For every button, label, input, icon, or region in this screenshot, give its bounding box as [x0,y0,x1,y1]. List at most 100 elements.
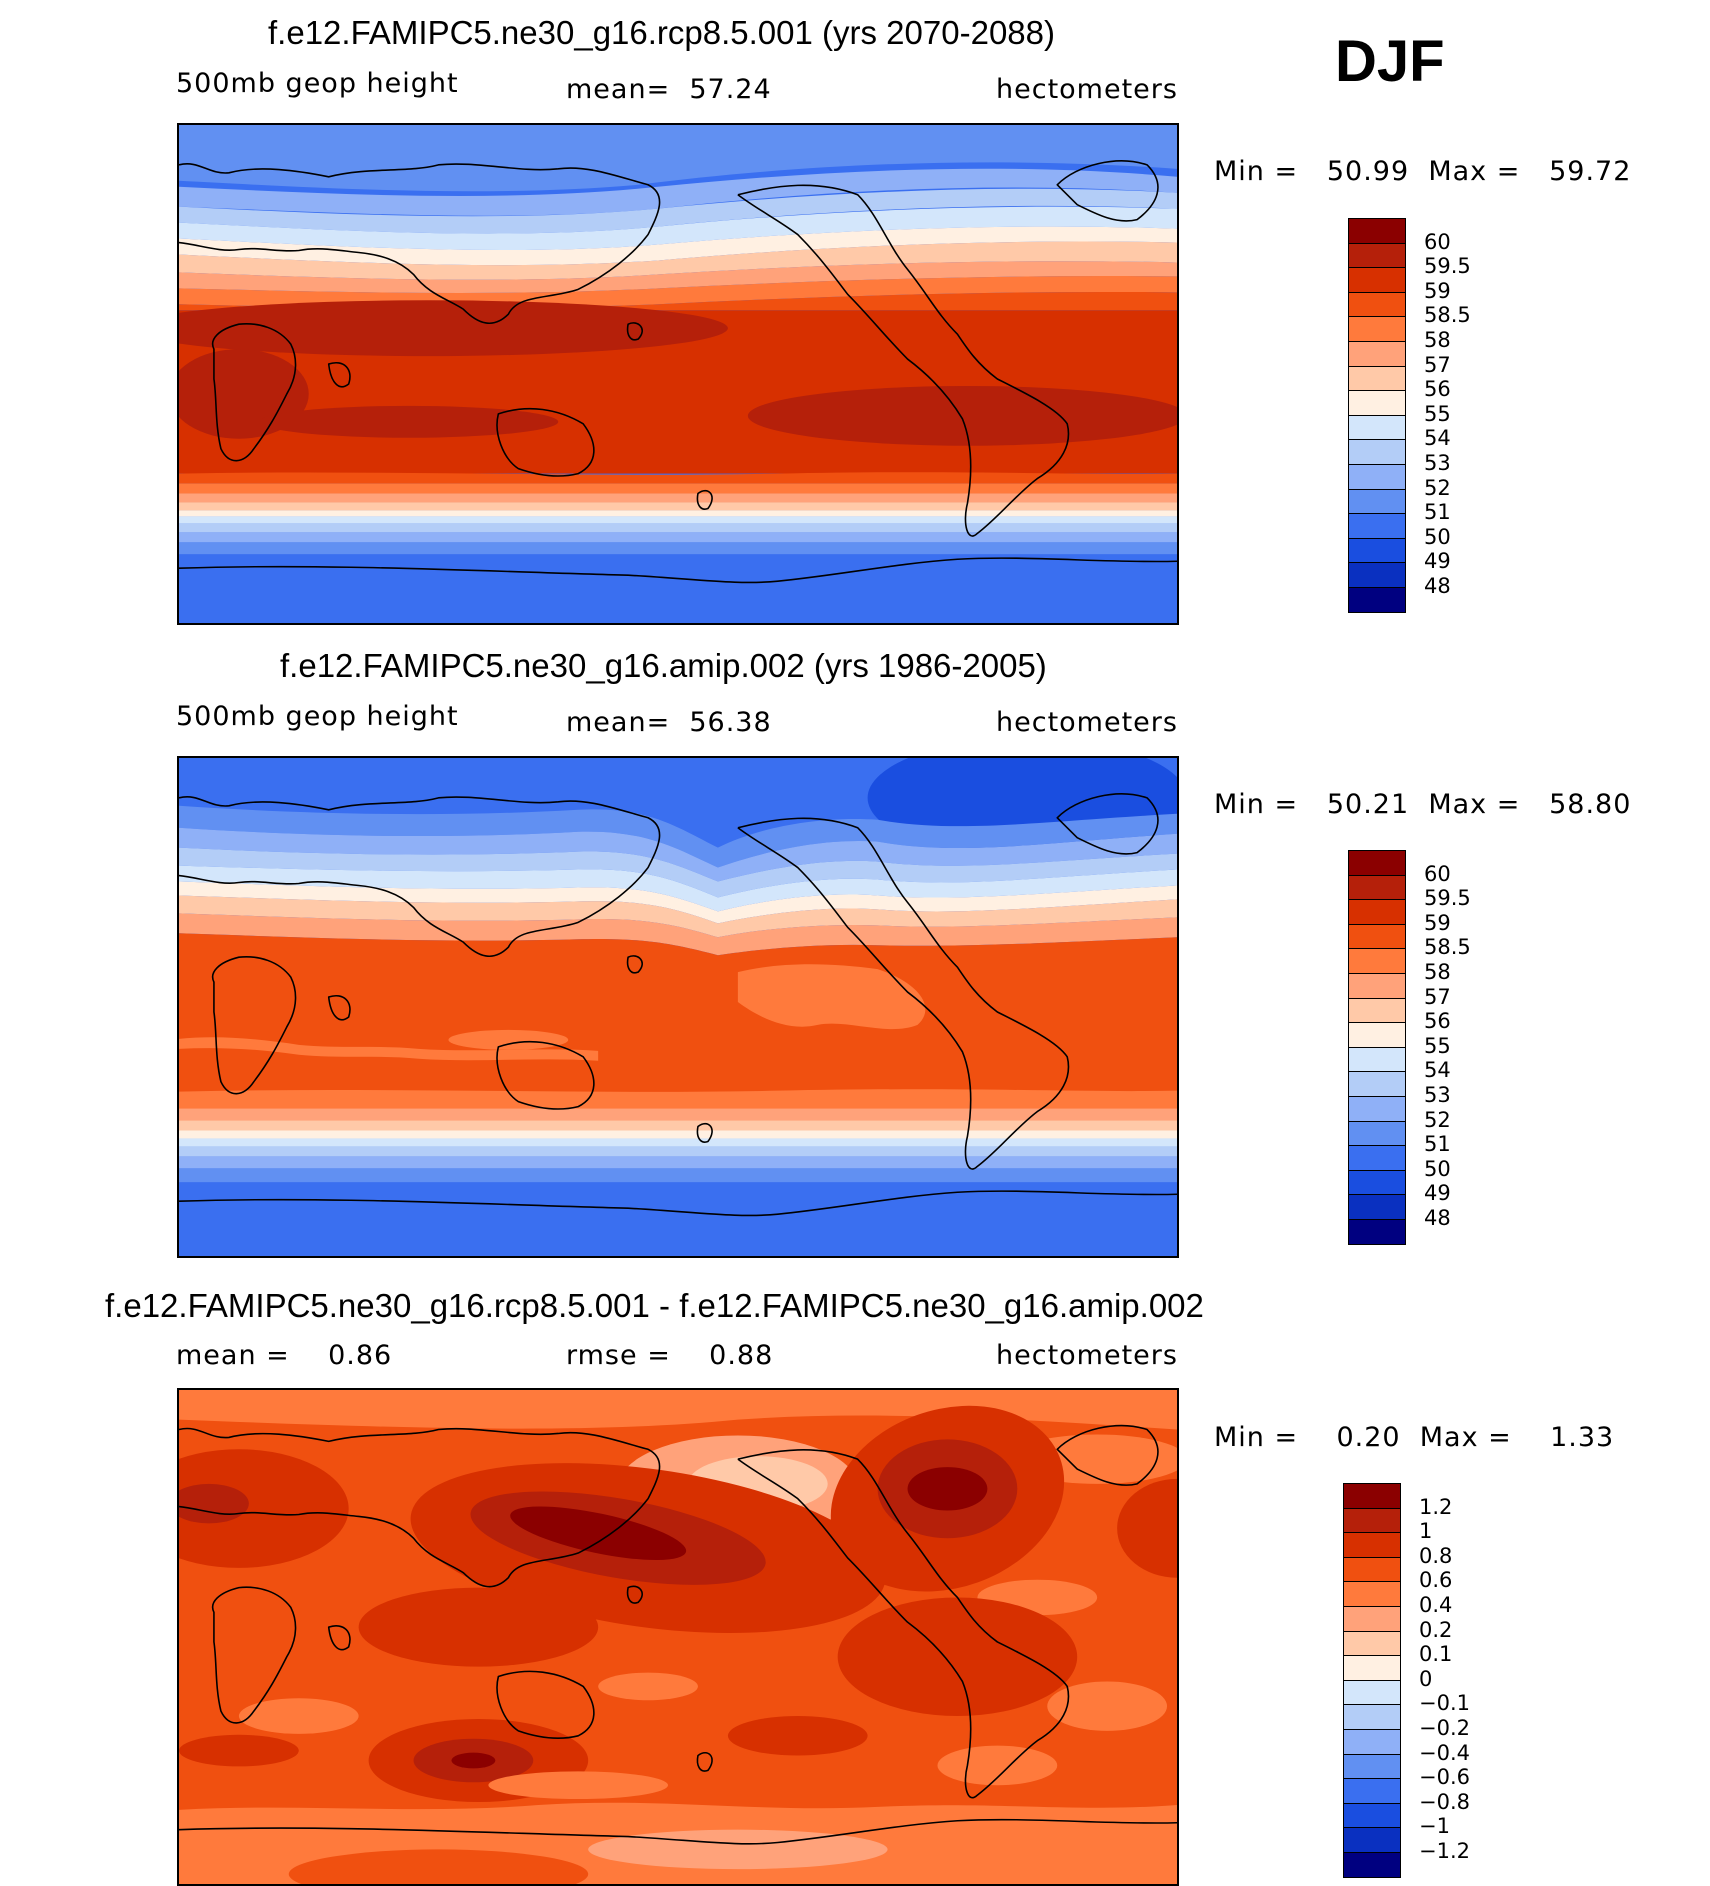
colorbar-tick-label: −0.8 [1419,1789,1470,1814]
colorbar-tick-label: 58.5 [1424,935,1471,960]
colorbar-tick-label: 56 [1424,377,1451,402]
colorbar-tick-label: 59.5 [1424,254,1471,279]
colorbar-box [1348,464,1406,490]
colorbar-box [1348,587,1406,613]
colorbar-box [1343,1729,1401,1755]
colorbar-box [1348,537,1406,564]
colorbar-tick-label: 50 [1424,524,1451,549]
colorbar-tick-label: 0.6 [1419,1568,1453,1593]
colorbar-box [1343,1753,1401,1780]
colorbar-tick-label: −1.2 [1419,1839,1470,1863]
colorbar-box [1348,390,1406,416]
panel3-coastlines [179,1424,1177,1845]
panel2-field-label: 500mb geop height [176,701,459,732]
colorbar-tick-label: 52 [1424,475,1451,500]
colorbar-tick-label: −0.6 [1419,1765,1470,1790]
colorbar-box [1348,899,1406,925]
panel2-minmax: Min = 50.21 Max = 58.80 [1214,789,1632,820]
colorbar-box [1343,1556,1401,1583]
colorbar-tick-label: −0.1 [1419,1691,1470,1716]
panel1-map [177,123,1179,625]
colorbar-box [1348,948,1406,974]
colorbar-box [1343,1802,1401,1829]
season-label: DJF [1335,29,1445,94]
colorbar-box [1348,1071,1406,1097]
colorbar-box [1343,1630,1401,1657]
colorbar-box [1348,874,1406,901]
panel1-contour-field [179,125,1177,623]
panel2-mean-label: mean= 56.38 [566,707,772,738]
panel2-coastlines [179,793,1177,1217]
colorbar-tick-label: 54 [1424,1058,1451,1083]
colorbar-box [1348,1022,1406,1048]
colorbar-tick-label: 53 [1424,1083,1451,1107]
colorbar-tick-label: 48 [1424,1206,1451,1230]
panel1-field-label: 500mb geop height [176,68,459,99]
colorbar-box [1348,267,1406,293]
colorbar-tick-label: −0.2 [1419,1716,1470,1740]
colorbar-tick-label: 60 [1424,229,1451,254]
panel2-title: f.e12.FAMIPC5.ne30_g16.amip.002 (yrs 198… [280,647,1047,684]
colorbar-tick-label: −1 [1419,1814,1450,1839]
colorbar-box [1343,1827,1401,1853]
colorbar-tick-label: 0.8 [1419,1543,1453,1568]
colorbar-tick-label: −0.4 [1419,1740,1470,1765]
panel3-rmse-label: rmse = 0.88 [566,1340,774,1371]
colorbar-box [1343,1778,1401,1804]
colorbar-tick-label: 58 [1424,960,1451,984]
panel2-contour-field [179,758,1177,1256]
colorbar-tick-label: 59 [1424,278,1451,303]
colorbar-box [1343,1679,1401,1706]
colorbar-tick-label: 51 [1424,1132,1451,1157]
colorbar-box [1348,242,1406,269]
colorbar-box [1348,1046,1406,1073]
colorbar-tick-label: 58 [1424,328,1451,352]
colorbar-box [1348,562,1406,588]
colorbar-box [1343,1507,1401,1534]
colorbar-tick-label: 1.2 [1419,1494,1453,1519]
colorbar-box [1343,1532,1401,1558]
colorbar-tick-label: 49 [1424,1181,1451,1206]
colorbar-box [1348,316,1406,342]
panel1-minmax: Min = 50.99 Max = 59.72 [1214,156,1632,187]
panel1-title: f.e12.FAMIPC5.ne30_g16.rcp8.5.001 (yrs 2… [268,14,1055,51]
colorbar-tick-label: 50 [1424,1156,1451,1181]
colorbar-tick-label: 53 [1424,451,1451,475]
colorbar-box [1348,1145,1406,1171]
colorbar-box [1348,291,1406,318]
colorbar-box [1343,1655,1401,1681]
colorbar-tick-label: 49 [1424,549,1451,574]
colorbar-box [1348,1219,1406,1245]
colorbar-tick-label: 57 [1424,984,1451,1009]
panel1-mean-label: mean= 57.24 [566,74,772,105]
colorbar-tick-label: 55 [1424,401,1451,426]
colorbar-box [1343,1606,1401,1632]
panel2-map [177,756,1179,1258]
panel3-mean-label: mean = 0.86 [176,1340,393,1371]
colorbar-box [1348,341,1406,367]
colorbar-tick-label: 55 [1424,1033,1451,1058]
colorbar-tick-label: 51 [1424,500,1451,525]
colorbar-tick-label: 56 [1424,1009,1451,1034]
panel3-contour-field [179,1390,1177,1884]
panel3-minmax: Min = 0.20 Max = 1.33 [1214,1422,1615,1453]
colorbar-box [1343,1483,1401,1509]
colorbar-box [1348,923,1406,950]
panel2-units-label: hectometers [996,707,1178,738]
colorbar-box [1343,1704,1401,1730]
colorbar-tick-label: 57 [1424,352,1451,377]
colorbar-tick-label: 0 [1419,1666,1433,1691]
colorbar-tick-label: 0.1 [1419,1642,1453,1667]
colorbar-box [1348,850,1406,876]
colorbar-tick-label: 1 [1419,1519,1433,1544]
colorbar-tick-label: 52 [1424,1107,1451,1132]
colorbar-tick-label: 58.5 [1424,303,1471,328]
colorbar-tick-label: 59 [1424,910,1451,935]
colorbar-tick-label: 0.4 [1419,1593,1453,1617]
panel1-units-label: hectometers [996,74,1178,105]
colorbar-box [1348,414,1406,441]
colorbar-box [1348,997,1406,1024]
colorbar-box [1348,488,1406,515]
colorbar-tick-label: 54 [1424,426,1451,451]
colorbar-box [1348,218,1406,244]
